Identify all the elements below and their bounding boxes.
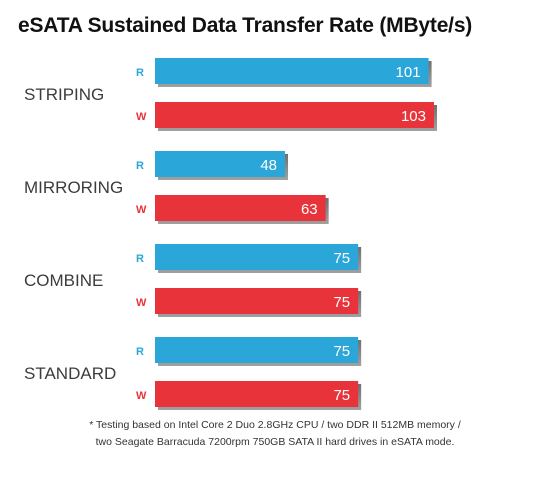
value-label-combine-w: 75 [333,294,350,311]
bar-striping-r [155,58,429,84]
category-label-standard: STANDARD [24,364,116,383]
series-label-r: R [136,67,144,79]
value-label-striping-r: 101 [396,64,421,81]
series-label-w: W [136,111,147,123]
value-label-mirroring-r: 48 [260,157,277,174]
series-label-w: W [136,297,147,309]
bar-combine-w [155,288,359,314]
series-label-r: R [136,160,144,172]
series-label-r: R [136,253,144,265]
category-label-combine: COMBINE [24,271,103,290]
category-label-mirroring: MIRRORING [24,178,123,197]
series-label-r: R [136,346,144,358]
footnote-line-2: two Seagate Barracuda 7200rpm 750GB SATA… [95,436,455,448]
value-label-standard-r: 75 [333,343,350,360]
value-label-combine-r: 75 [333,250,350,267]
bar-standard-r [155,337,359,363]
value-label-striping-w: 103 [401,108,426,125]
series-label-w: W [136,204,147,216]
value-label-standard-w: 75 [333,387,350,404]
footnote: * Testing based on Intel Core 2 Duo 2.8G… [0,417,550,451]
bar-mirroring-w [155,195,326,221]
footnote-line-1: * Testing based on Intel Core 2 Duo 2.8G… [89,419,461,431]
value-label-mirroring-w: 63 [301,201,318,218]
category-label-striping: STRIPING [24,85,104,104]
chart-title: eSATA Sustained Data Transfer Rate (MByt… [18,14,473,37]
bar-standard-w [155,381,359,407]
series-label-w: W [136,390,147,402]
bar-mirroring-r [155,151,286,177]
bar-combine-r [155,244,359,270]
bar-striping-w [155,102,434,128]
